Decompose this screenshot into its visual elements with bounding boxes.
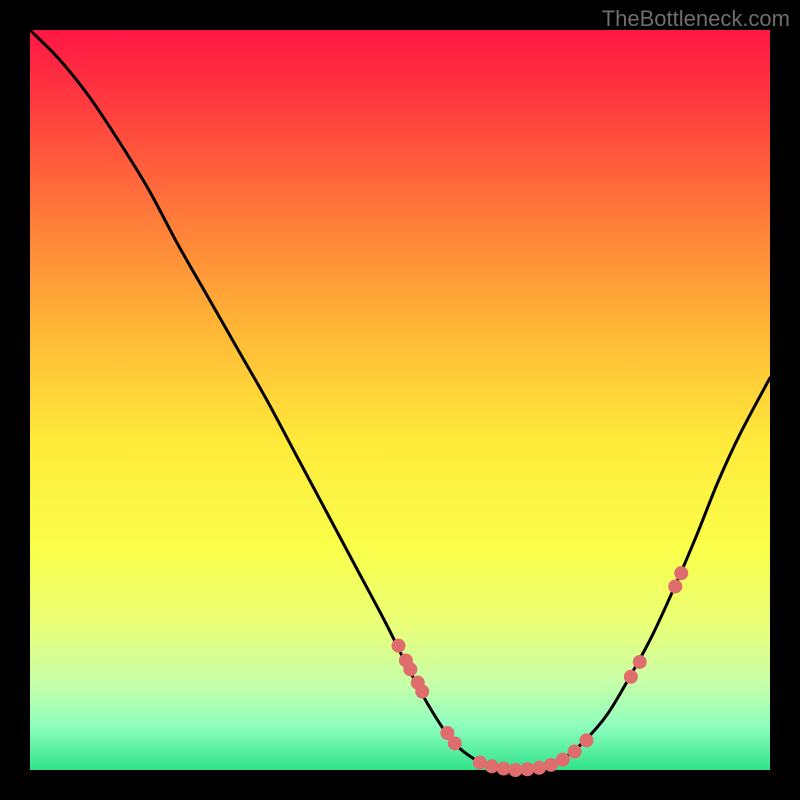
curve-marker (485, 759, 499, 773)
curve-marker (392, 639, 406, 653)
plot-area (30, 30, 770, 770)
curve-marker (568, 745, 582, 759)
curve-marker (633, 655, 647, 669)
curve-marker (403, 662, 417, 676)
curve-marker (579, 733, 593, 747)
curve-marker (532, 761, 546, 775)
watermark-text: TheBottleneck.com (602, 6, 790, 32)
curve-marker (668, 579, 682, 593)
curve-marker (473, 756, 487, 770)
curve-marker (624, 670, 638, 684)
curve-markers (392, 566, 689, 777)
curve-marker (520, 762, 534, 776)
curve-marker (415, 685, 429, 699)
curve-marker (448, 736, 462, 750)
curve-marker (497, 762, 511, 776)
curve-marker (556, 753, 570, 767)
curve-marker (674, 566, 688, 580)
chart-svg (30, 30, 770, 770)
